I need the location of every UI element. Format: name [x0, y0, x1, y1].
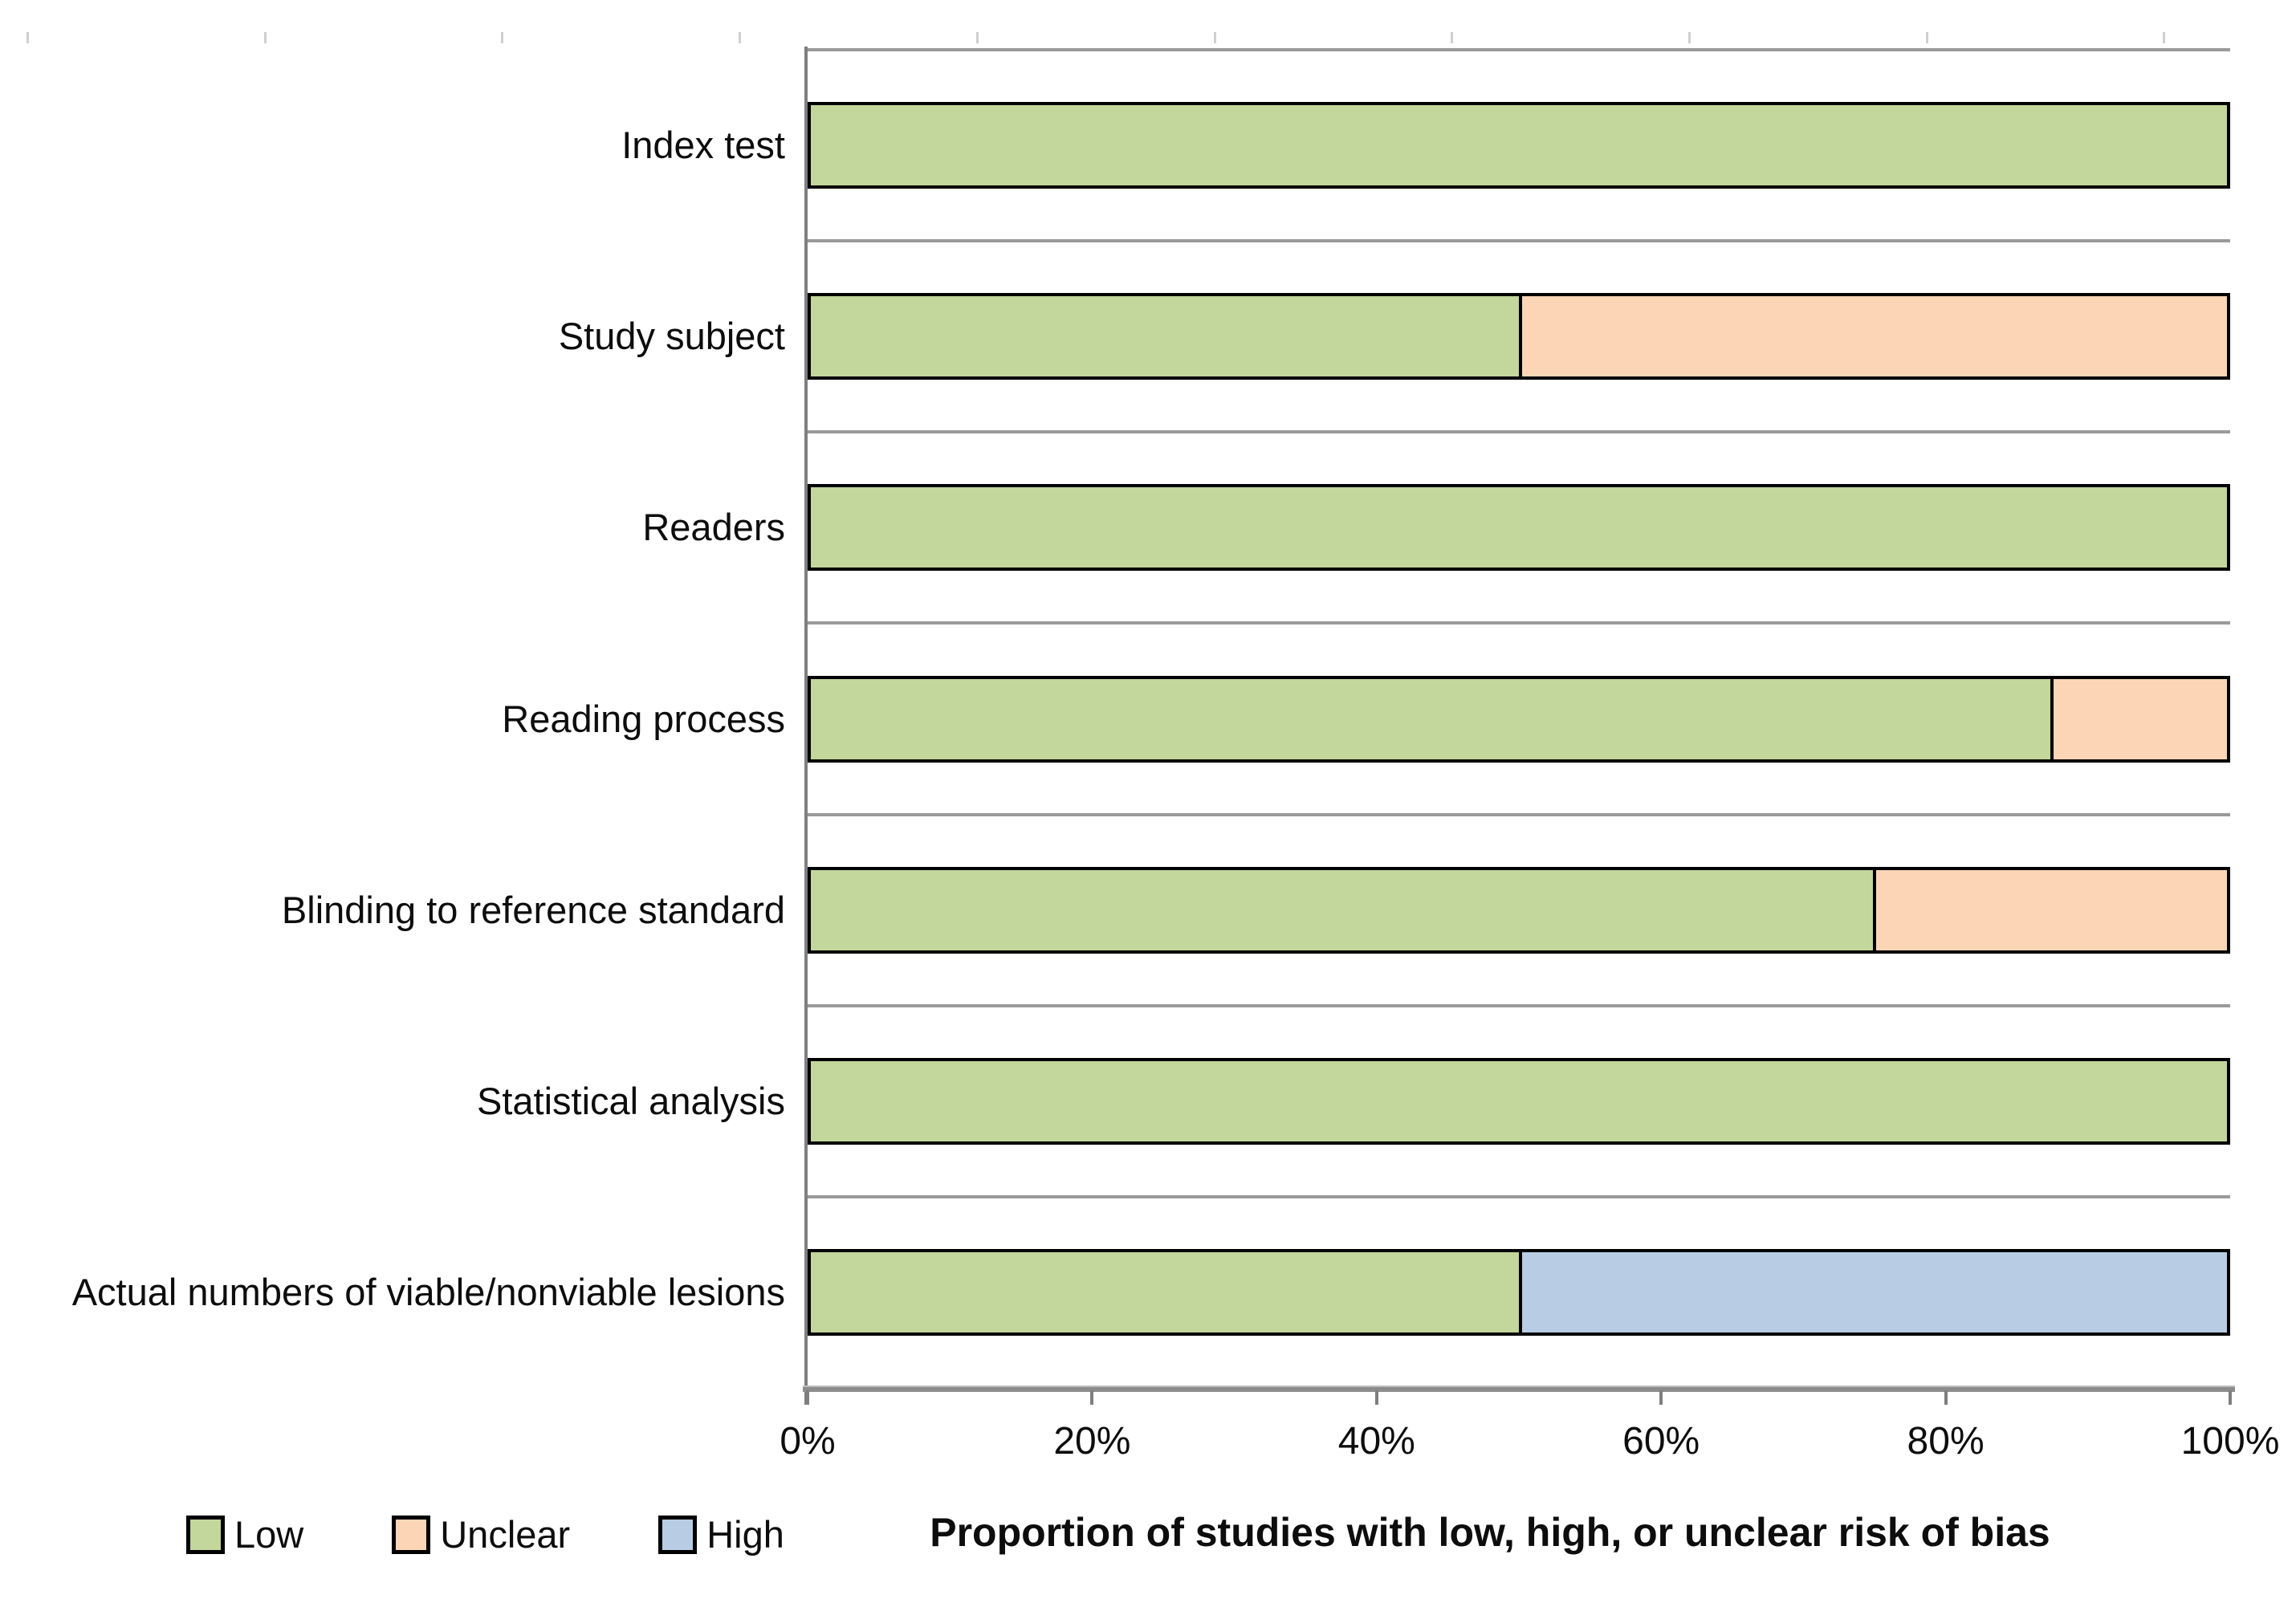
legend-swatch-unclear: [392, 1516, 431, 1554]
category-label: Blinding to reference standard: [281, 888, 785, 931]
bar-segment-low: [811, 105, 2227, 186]
x-axis-line: [803, 1385, 2235, 1392]
x-tick-label: 20%: [1053, 1420, 1131, 1463]
x-tick-mark: [1090, 1390, 1094, 1405]
bar-blinding-to-reference-standard: [808, 866, 2230, 954]
category-label: Study subject: [558, 315, 785, 358]
category-label: Statistical analysis: [477, 1079, 785, 1122]
category-gridline: [808, 1194, 2230, 1198]
category-gridline: [808, 239, 2230, 243]
legend-swatch-high: [658, 1516, 698, 1554]
bar-segment-unclear: [1519, 296, 2227, 377]
top-artifact-tick: [264, 32, 267, 43]
category-gridline: [808, 430, 2230, 434]
top-artifact-tick: [2163, 32, 2165, 43]
category-gridline: [808, 812, 2230, 816]
bar-index-test: [808, 102, 2230, 189]
plot-area: [808, 48, 2230, 1388]
legend: Low Unclear High: [186, 1516, 784, 1554]
legend-label-unclear: Unclear: [440, 1513, 571, 1556]
legend-item-low: Low: [186, 1516, 303, 1554]
bar-segment-high: [1519, 1251, 2227, 1332]
category-gridline: [808, 1003, 2230, 1007]
x-tick-mark: [806, 1390, 809, 1405]
legend-label-low: Low: [234, 1513, 304, 1556]
top-artifact-tick: [1214, 32, 1216, 43]
category-gridline: [808, 48, 2230, 51]
y-axis-line: [804, 47, 808, 1405]
bar-segment-unclear: [1873, 869, 2227, 950]
x-tick-label: 60%: [1622, 1420, 1700, 1463]
x-tick-mark: [1944, 1390, 1948, 1405]
top-artifact-tick: [501, 32, 503, 43]
bar-segment-low: [811, 296, 1519, 377]
x-tick-label: 40%: [1337, 1420, 1415, 1463]
category-label: Reading process: [502, 697, 785, 740]
x-tick-label: 80%: [1907, 1420, 1985, 1463]
bar-segment-unclear: [2050, 678, 2227, 759]
top-artifact-tick: [1451, 32, 1453, 43]
top-artifact-tick: [976, 32, 979, 43]
x-tick-mark: [2229, 1390, 2232, 1405]
bar-segment-low: [811, 869, 1873, 950]
bar-statistical-analysis: [808, 1057, 2230, 1145]
bar-actual-numbers-of-viable-nonviable-lesions: [808, 1248, 2230, 1336]
top-artifact-tick: [1688, 32, 1691, 43]
category-gridline: [808, 621, 2230, 625]
category-label: Readers: [642, 506, 785, 549]
bar-reading-process: [808, 675, 2230, 763]
x-axis-title: Proportion of studies with low, high, or…: [930, 1510, 2050, 1555]
x-tick-mark: [1659, 1390, 1663, 1405]
bar-segment-low: [811, 1251, 1519, 1332]
legend-item-high: High: [658, 1516, 784, 1554]
bar-readers: [808, 484, 2230, 572]
category-label: Index test: [621, 124, 785, 167]
legend-item-unclear: Unclear: [392, 1516, 570, 1554]
x-tick-mark: [1374, 1390, 1378, 1405]
bar-study-subject: [808, 293, 2230, 380]
legend-label-high: High: [706, 1513, 784, 1556]
x-tick-label: 0%: [780, 1420, 836, 1463]
category-label: Actual numbers of viable/nonviable lesio…: [71, 1270, 785, 1313]
top-artifact-tick: [26, 32, 29, 43]
bar-segment-low: [811, 487, 2227, 568]
top-artifact-tick: [739, 32, 741, 43]
x-tick-label: 100%: [2180, 1420, 2280, 1463]
bar-segment-low: [811, 678, 2050, 759]
legend-swatch-low: [186, 1516, 225, 1554]
top-artifact-tick: [1926, 32, 1928, 43]
bar-segment-low: [811, 1060, 2227, 1141]
